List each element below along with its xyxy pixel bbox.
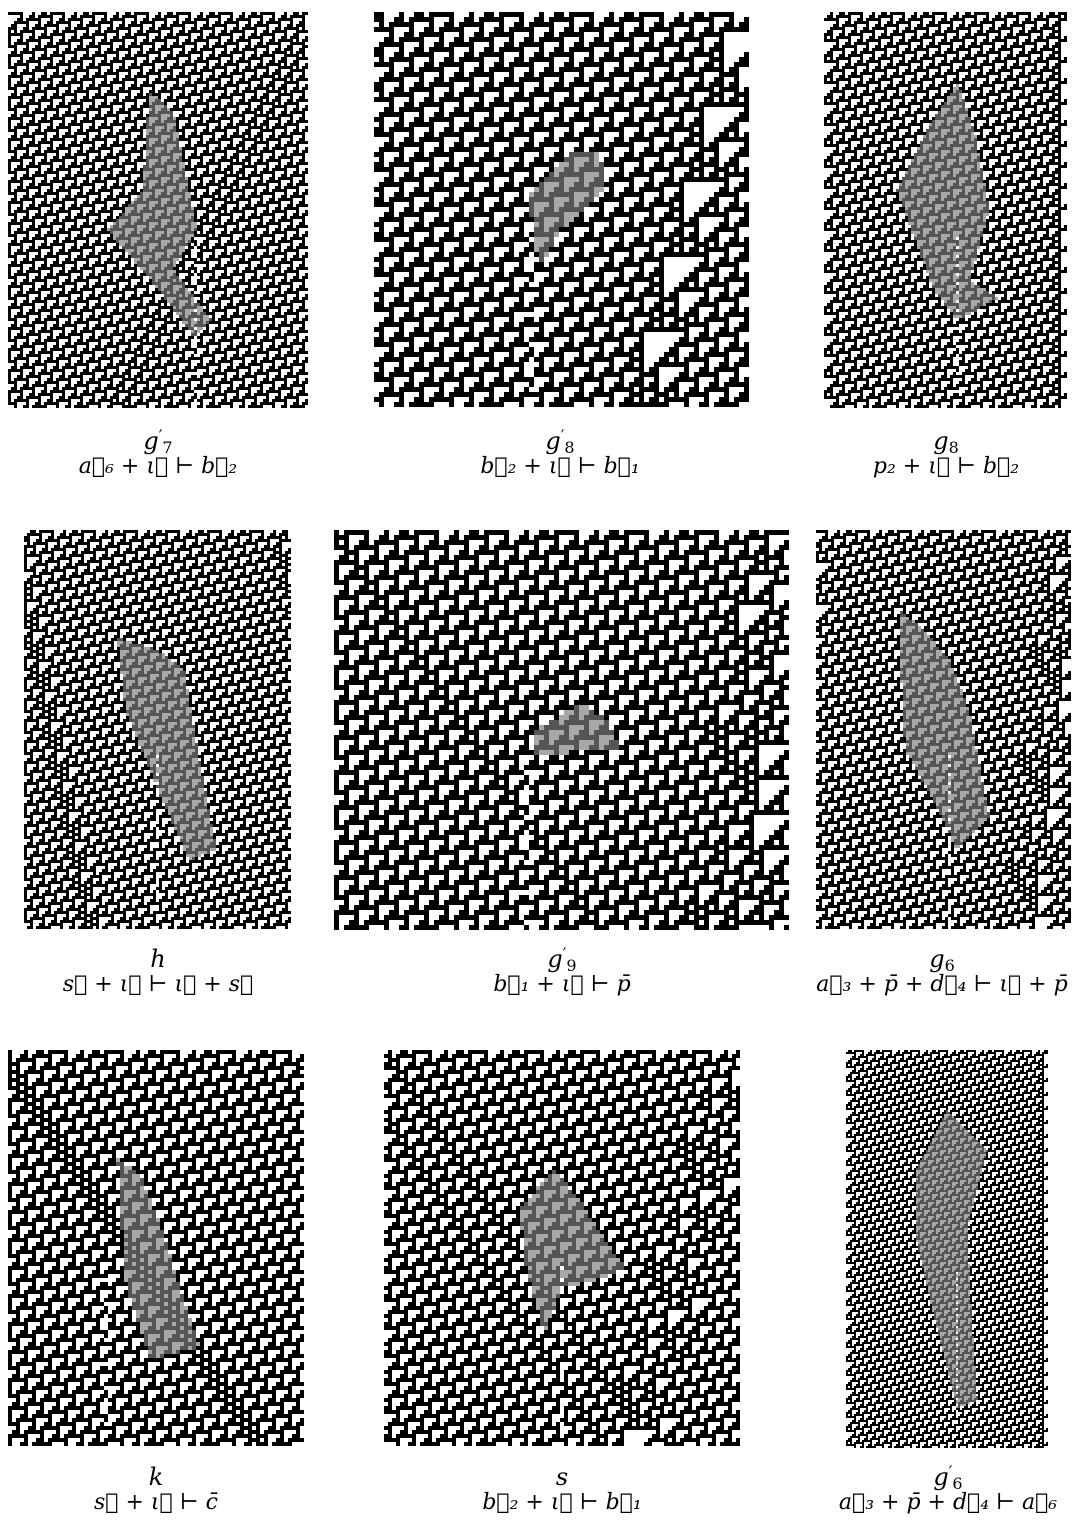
collision-formula-g8-prime: b⃗₂ + ι⃖ ⊢ b⃗₁	[480, 454, 640, 479]
collision-label-g6: g6	[929, 945, 955, 975]
collision-formula-g6-prime: a⃗₃ + p̄ + d⃖₄ ⊢ a⃗₆	[838, 1490, 1058, 1515]
collision-formula-k: s⃗ + ι⃖ ⊢ c̄	[94, 1490, 218, 1515]
spacetime-diagram-g6-prime	[846, 1050, 1048, 1448]
collision-formula-h: s⃗ + ι⃖ ⊢ ι⃖ + s⃗	[62, 972, 254, 997]
spacetime-diagram-g8-prime	[374, 12, 750, 410]
spacetime-diagram-h	[24, 530, 292, 930]
collision-formula-g8: p₂ + ι⃖ ⊢ b⃗₂	[872, 454, 1020, 479]
collision-label-g8: g8	[933, 427, 959, 457]
collision-label-g6-prime: g′6	[933, 1462, 963, 1493]
spacetime-diagram-g7-prime	[8, 12, 308, 410]
collision-label-g8-prime: g′8	[545, 426, 575, 457]
collision-formula-g9-prime: b⃗₁ + ι⃖ ⊢ p̄	[493, 972, 631, 997]
collision-label-h: h	[150, 945, 166, 973]
spacetime-diagram-s	[384, 1050, 740, 1448]
collision-label-s: s	[555, 1463, 569, 1491]
collision-formula-g6: a⃗₃ + p̄ + d⃖₄ ⊢ ι⃖ + p̄	[816, 972, 1068, 997]
collision-formula-s: b⃗₂ + ι⃖ ⊢ b⃗₁	[482, 1490, 642, 1515]
spacetime-diagram-g6	[816, 530, 1072, 930]
collision-label-g7-prime: g′7	[143, 426, 173, 457]
collision-formula-g7-prime: a⃗₆ + ι⃖ ⊢ b⃗₂	[78, 454, 238, 479]
spacetime-diagram-g8	[824, 12, 1068, 410]
collision-label-k: k	[148, 1463, 164, 1491]
spacetime-diagram-g9-prime	[334, 530, 790, 930]
spacetime-diagram-k	[8, 1050, 306, 1448]
collision-label-g9-prime: g′9	[547, 944, 577, 975]
